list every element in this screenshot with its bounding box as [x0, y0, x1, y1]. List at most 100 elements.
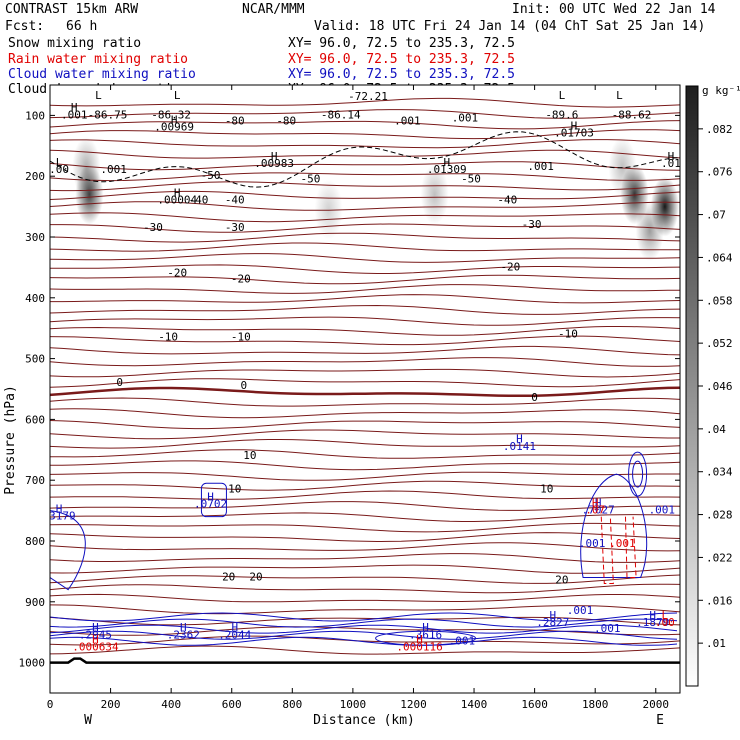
- isotherm-line: [50, 232, 680, 243]
- temperature-isotherms: [50, 97, 680, 655]
- isotherm-line: [50, 274, 680, 285]
- x-tick-label: 1800: [582, 698, 609, 711]
- contour-value-label: .001: [449, 634, 476, 647]
- x-tick-label: 200: [101, 698, 121, 711]
- y-tick-label: 400: [25, 292, 45, 305]
- y-tick-label: 700: [25, 474, 45, 487]
- snow-shading-cell: [314, 179, 343, 240]
- extremum-mark: L: [95, 89, 102, 102]
- isotherm-line: [50, 190, 680, 200]
- isotherm-line: [50, 532, 680, 543]
- y-tick-label: 800: [25, 535, 45, 548]
- legend-snow-name: Snow mixing ratio: [8, 36, 141, 51]
- isotherm-line: [50, 316, 680, 326]
- contour-value-label: .001: [649, 504, 676, 517]
- colorbar-scale: [685, 85, 699, 687]
- isotherm-label: 0: [116, 376, 123, 389]
- cloud-water-contour-line: [50, 630, 678, 640]
- snow-shading: [72, 137, 679, 261]
- extremum-mark: H: [649, 609, 656, 622]
- plot-area: -72.21 -86.14 -86.75 -86.32 -80 -80 -89.6 -88.6…: [49, 85, 681, 693]
- isotherm-line: [50, 522, 680, 533]
- rain-contour-line: [624, 516, 637, 578]
- isotherm-line: [50, 480, 680, 491]
- extremum-mark: H: [443, 156, 450, 169]
- isotherm-label: -20: [500, 260, 520, 273]
- isotherm-label: -86.32: [151, 108, 191, 121]
- isotherm-line: [50, 408, 680, 419]
- contour-value-label: .001: [579, 537, 606, 550]
- isotherm-label: -80: [225, 115, 245, 128]
- isotherm-line: [50, 397, 680, 407]
- isotherm-label: -20: [231, 273, 251, 286]
- colorbar-tick-label: .028: [706, 509, 733, 522]
- snow-contour-line: [50, 131, 680, 188]
- isotherm-label: 20: [249, 571, 262, 584]
- colorbar-tick-label: .07: [706, 209, 726, 222]
- isotherm-line: [50, 386, 680, 398]
- extremum-value: .00: [655, 616, 675, 629]
- isotherm-line: [50, 120, 680, 130]
- colorbar-tick-label: .046: [706, 380, 733, 393]
- y-tick-label: 1000: [19, 657, 46, 670]
- isotherm-label: -40: [225, 194, 245, 207]
- axes: 0 200 400 600 800 1000 1200 1400 1600 1800 2000100…: [19, 85, 680, 711]
- isotherm-line: [50, 264, 680, 274]
- y-tick-label: 100: [25, 109, 45, 122]
- isotherm-label: -30: [522, 218, 542, 231]
- colorbar-tick-label: .034: [706, 466, 733, 479]
- extremum-mark: H: [516, 433, 523, 446]
- isotherm-label: -86.14: [321, 108, 361, 121]
- extremum-value: .3616: [409, 628, 442, 641]
- init-time: Init: 00 UTC Wed 22 Jan 14: [512, 2, 716, 17]
- isotherm-line: [50, 212, 680, 223]
- extremum-value: .000634: [72, 640, 119, 653]
- extremum-value: .00: [49, 163, 69, 176]
- extremum-mark: H: [180, 621, 187, 634]
- isotherm-line: [50, 172, 680, 182]
- extremum-value: .1879: [636, 616, 669, 629]
- extremum-mark: H: [171, 113, 178, 126]
- isotherm-line: [50, 553, 680, 563]
- isotherm-label: -50: [301, 172, 321, 185]
- isotherm-line: [50, 242, 680, 252]
- isotherm-label: -50: [461, 172, 481, 185]
- isotherm-label: -86.75: [88, 108, 128, 121]
- plot-frame: [49, 84, 681, 694]
- isotherm-line: [50, 109, 680, 119]
- extremum-mark: H: [571, 119, 578, 132]
- isotherm-line: [50, 645, 680, 655]
- legend-cloud-water-xy: XY= 96.0, 72.5 to 235.3, 72.5: [288, 67, 515, 82]
- contour-value-label: .001: [567, 604, 594, 617]
- extremum-value: .00983: [254, 157, 294, 170]
- cloud-water-contour-line: [200, 482, 227, 518]
- isotherm-label: -40: [497, 194, 517, 207]
- isotherm-label: -10: [558, 327, 578, 340]
- cloud-water-contour-line: [50, 618, 678, 628]
- extremum-value: .01: [661, 157, 681, 170]
- legend-snow-xy: XY= 96.0, 72.5 to 235.3, 72.5: [288, 36, 515, 51]
- forecast-label: Fcst:: [5, 19, 44, 34]
- valid-time: Valid: 18 UTC Fri 24 Jan 14 (04 ChT Sat …: [314, 19, 705, 34]
- isotherm-line: [50, 97, 680, 108]
- colorbar-tick-label: .01: [706, 637, 726, 650]
- cloud-water-contour-line: [50, 624, 678, 634]
- isotherm-line: [50, 490, 680, 500]
- snow-shading-cell: [608, 137, 637, 198]
- y-tick-label: 300: [25, 231, 45, 244]
- isotherm-line: [50, 357, 680, 367]
- isotherm-line: [50, 368, 680, 378]
- extremum-mark: H: [92, 633, 99, 646]
- terrain-line: [50, 657, 680, 664]
- y-tick-label: 600: [25, 413, 45, 426]
- legend-rain-xy: XY= 96.0, 72.5 to 235.3, 72.5: [288, 52, 515, 67]
- cloud-water-contour-line: [50, 510, 86, 591]
- isotherm-label: 10: [228, 482, 241, 495]
- isotherm-line: [50, 626, 680, 636]
- colorbar-tick-label: .016: [706, 594, 733, 607]
- isotherm-line: [50, 471, 680, 481]
- extremum-mark: H: [668, 150, 675, 163]
- isotherm-line: [50, 201, 680, 211]
- isotherm-line: [50, 223, 680, 233]
- extremum-value: .01703: [554, 127, 594, 140]
